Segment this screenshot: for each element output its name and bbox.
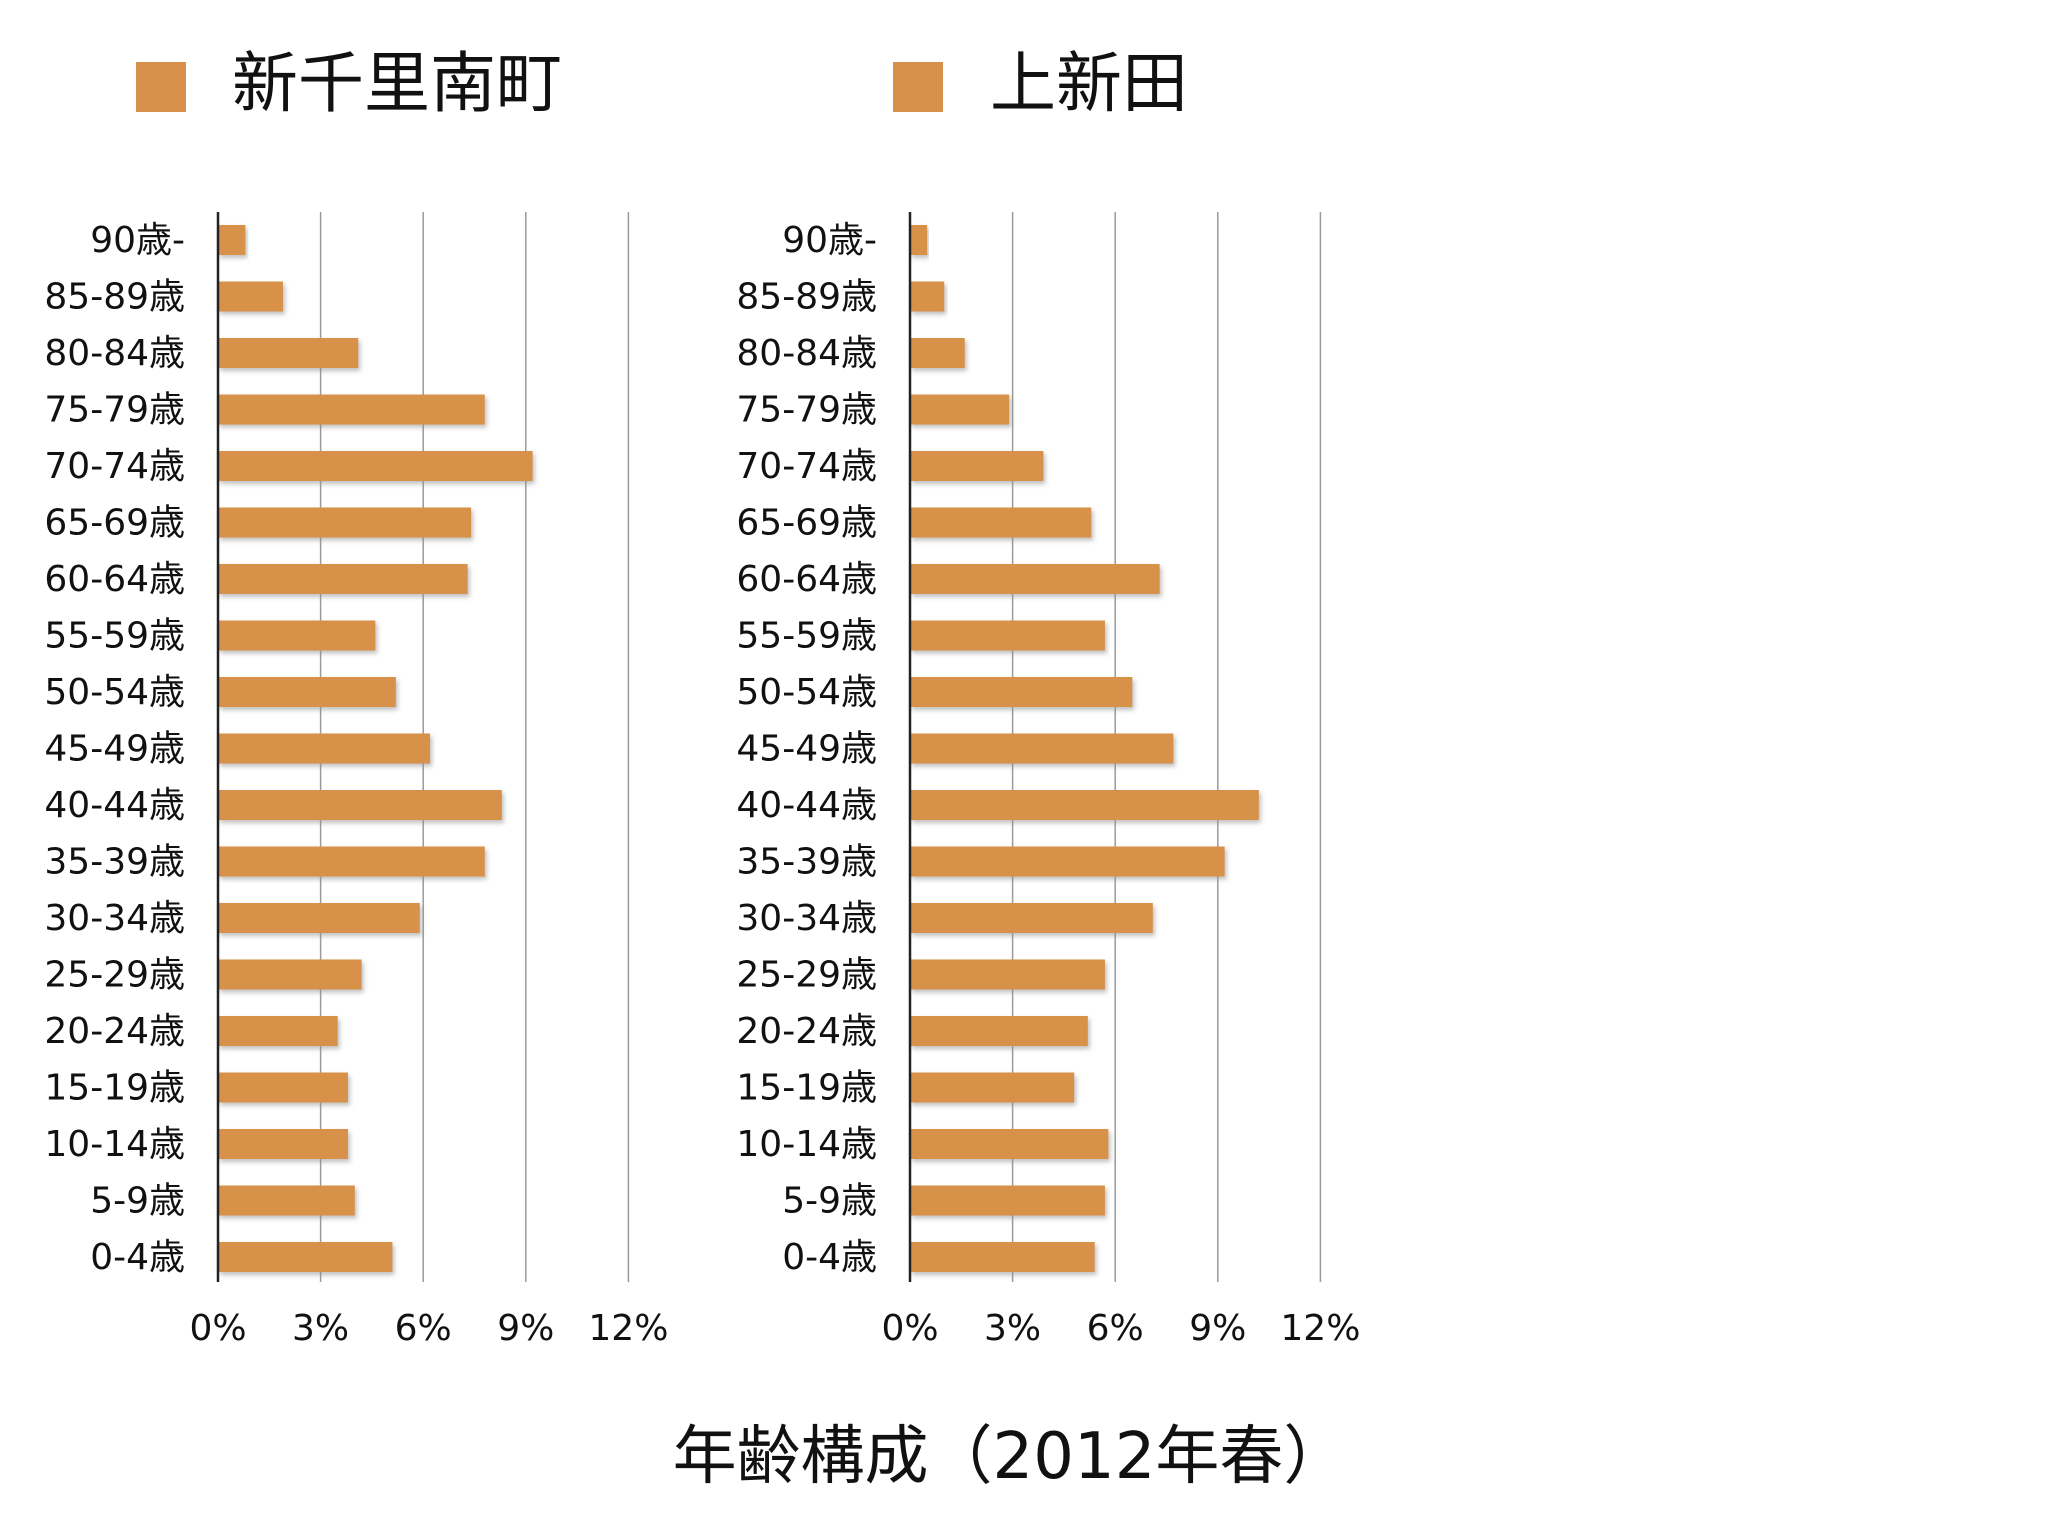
x-tick-label: 12% (588, 1308, 668, 1349)
category-label: 25-29歳 (44, 955, 185, 996)
category-label: 85-89歳 (736, 277, 877, 318)
bar (910, 564, 1160, 594)
x-tick-label: 3% (292, 1308, 349, 1349)
legend-swatch-1 (136, 62, 186, 112)
category-label: 30-34歳 (44, 898, 185, 939)
category-label: 75-79歳 (736, 390, 877, 431)
bar (218, 1242, 393, 1272)
bar (218, 1016, 338, 1046)
category-label: 15-19歳 (44, 1068, 185, 1109)
x-tick-label: 6% (1087, 1308, 1144, 1349)
category-label: 55-59歳 (44, 616, 185, 657)
category-label: 45-49歳 (736, 729, 877, 770)
category-label: 90歳- (90, 220, 185, 261)
bar (218, 1129, 348, 1159)
category-label: 50-54歳 (736, 672, 877, 713)
category-label: 25-29歳 (736, 955, 877, 996)
bar (910, 620, 1105, 651)
bar (910, 225, 928, 255)
bar (910, 1072, 1075, 1103)
x-tick-label: 9% (497, 1308, 554, 1349)
bar (910, 1016, 1088, 1046)
category-label: 35-39歳 (736, 842, 877, 883)
x-tick-label: 12% (1280, 1308, 1360, 1349)
category-label: 40-44歳 (44, 785, 185, 826)
category-label: 35-39歳 (44, 842, 185, 883)
bar (910, 1242, 1095, 1272)
category-label: 45-49歳 (44, 729, 185, 770)
bar (910, 846, 1225, 877)
category-label: 5-9歳 (90, 1181, 185, 1222)
bar (218, 338, 359, 368)
x-tick-label: 6% (395, 1308, 452, 1349)
bar (218, 394, 485, 425)
bar (218, 1072, 348, 1103)
bar (218, 281, 283, 312)
bar (910, 733, 1174, 764)
category-label: 20-24歳 (736, 1011, 877, 1052)
category-label: 80-84歳 (44, 333, 185, 374)
x-tick-label: 9% (1189, 1308, 1246, 1349)
category-label: 60-64歳 (736, 559, 877, 600)
category-label: 90歳- (782, 220, 877, 261)
bar (218, 846, 485, 877)
bar (910, 338, 965, 368)
bar (910, 507, 1092, 538)
bar (218, 507, 472, 538)
category-label: 80-84歳 (736, 333, 877, 374)
x-tick-label: 3% (984, 1308, 1041, 1349)
bar (910, 1185, 1105, 1216)
bar (910, 394, 1010, 425)
category-label: 75-79歳 (44, 390, 185, 431)
bar (218, 1185, 355, 1216)
bar (218, 225, 246, 255)
category-label: 40-44歳 (736, 785, 877, 826)
category-label: 55-59歳 (736, 616, 877, 657)
category-label: 65-69歳 (736, 503, 877, 544)
bar (910, 281, 945, 312)
x-tick-label: 0% (881, 1308, 938, 1349)
bar (910, 903, 1153, 933)
category-label: 10-14歳 (44, 1124, 185, 1165)
category-label: 70-74歳 (44, 446, 185, 487)
x-tick-label: 0% (189, 1308, 246, 1349)
bar (218, 564, 468, 594)
category-label: 0-4歳 (782, 1237, 877, 1278)
category-label: 15-19歳 (736, 1068, 877, 1109)
chart-title: 年齢構成（2012年春） (673, 1420, 1348, 1494)
bar (910, 959, 1105, 990)
category-label: 5-9歳 (782, 1181, 877, 1222)
bar (218, 959, 362, 990)
bar (910, 1129, 1109, 1159)
bar (910, 451, 1044, 481)
bar (218, 620, 376, 651)
category-label: 65-69歳 (44, 503, 185, 544)
bar (910, 790, 1259, 820)
legend-swatch-2 (893, 62, 943, 112)
bar (218, 790, 502, 820)
bar (218, 451, 533, 481)
category-label: 60-64歳 (44, 559, 185, 600)
category-label: 30-34歳 (736, 898, 877, 939)
category-label: 50-54歳 (44, 672, 185, 713)
bar (218, 677, 396, 707)
bar (218, 903, 420, 933)
legend-label-2: 上新田 (990, 45, 1188, 122)
category-label: 10-14歳 (736, 1124, 877, 1165)
legend-label-1: 新千里南町 (232, 45, 562, 122)
category-label: 20-24歳 (44, 1011, 185, 1052)
category-label: 0-4歳 (90, 1237, 185, 1278)
category-label: 70-74歳 (736, 446, 877, 487)
category-label: 85-89歳 (44, 277, 185, 318)
bar (910, 677, 1133, 707)
bar (218, 733, 431, 764)
